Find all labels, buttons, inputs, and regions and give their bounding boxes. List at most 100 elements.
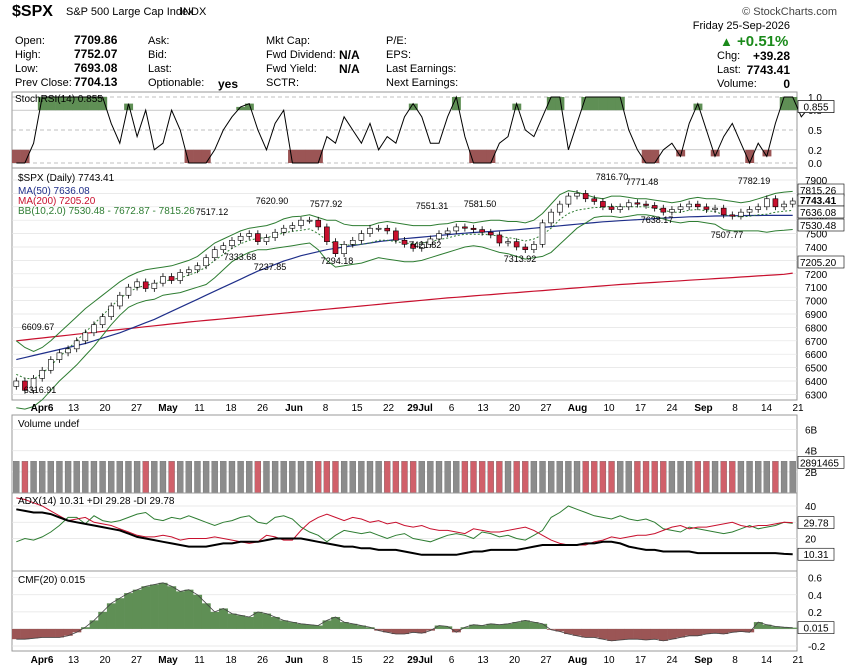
candle-body xyxy=(177,272,184,281)
cmf-positive-fill xyxy=(512,622,522,629)
price-x-tick: 18 xyxy=(225,403,237,414)
volume-bar xyxy=(392,461,400,494)
prev-close-value: 7704.13 xyxy=(74,75,118,89)
price-tick-label: 7200 xyxy=(805,270,828,281)
cmf-negative-fill xyxy=(693,628,703,636)
volume-bar xyxy=(82,461,89,494)
bottom-x-tick: 22 xyxy=(383,655,395,666)
candle-body xyxy=(539,222,546,245)
volume-bar xyxy=(142,461,149,494)
candle-body xyxy=(600,201,606,208)
cmf-positive-fill xyxy=(486,623,496,629)
candle-body xyxy=(772,198,779,208)
volume-bar xyxy=(608,461,615,494)
stochrsi-oversold-fill xyxy=(650,149,660,163)
volume-title: Volume undef xyxy=(18,419,79,430)
price-tick-label: 7100 xyxy=(805,283,828,294)
cmf-negative-fill xyxy=(555,628,565,632)
plus-di-line xyxy=(16,505,793,543)
stochrsi-oversold-fill xyxy=(12,149,21,163)
stochrsi-oversold-fill xyxy=(313,149,323,163)
candle-body xyxy=(91,324,97,334)
optionable-value: yes xyxy=(218,77,239,91)
candle-body xyxy=(315,219,322,228)
volume-bar xyxy=(539,461,546,494)
symbol-name: S&P 500 Large Cap Index xyxy=(66,6,194,18)
cmf-positive-fill xyxy=(365,627,375,629)
stochrsi-line xyxy=(16,95,811,165)
candle-body xyxy=(125,286,132,296)
fwd-dividend-label: Fwd Dividend: xyxy=(266,49,336,61)
cmf-positive-fill xyxy=(313,625,323,629)
stochrsi-overbought-fill xyxy=(693,103,703,111)
cmf-negative-fill xyxy=(667,628,677,640)
volume-bar xyxy=(737,461,745,494)
candle-body xyxy=(556,203,563,213)
candle-body xyxy=(643,203,649,206)
cmf-negative-fill xyxy=(658,628,668,641)
price-last-label: 7636.08 xyxy=(800,208,837,219)
cmf-negative-fill xyxy=(684,628,694,636)
cmf-positive-fill xyxy=(331,616,341,629)
stochrsi-oversold-fill xyxy=(184,149,194,163)
candle-body xyxy=(358,233,365,241)
eps-label: EPS: xyxy=(386,49,412,61)
stochrsi-last-label: 0.855 xyxy=(803,103,828,114)
candle-body xyxy=(479,229,485,233)
candle-body xyxy=(746,209,753,213)
high-label: High: xyxy=(15,49,41,61)
volume-bar xyxy=(349,461,356,494)
volume-bar xyxy=(21,461,29,494)
candle-body xyxy=(246,233,253,237)
candle-body xyxy=(168,276,175,281)
ma50-legend: MA(50) 7636.08 xyxy=(18,186,90,197)
stochrsi-oversold-fill xyxy=(676,149,686,157)
cmf-negative-fill xyxy=(745,628,755,633)
bottom-x-tick: 13 xyxy=(68,655,80,666)
price-annotation: 7517.12 xyxy=(196,207,229,217)
low-value: 7693.08 xyxy=(74,61,118,75)
fwd-yield-value: N/A xyxy=(339,62,360,76)
volume-bar xyxy=(530,461,538,494)
candle-body xyxy=(427,238,434,245)
candle-body xyxy=(332,241,339,254)
price-x-tick: 20 xyxy=(509,403,521,414)
stochrsi-oversold-fill xyxy=(486,149,496,163)
bb-upper-line xyxy=(15,190,793,353)
cmf-positive-fill xyxy=(141,586,151,629)
cmf-negative-fill xyxy=(564,628,574,635)
price-last-box xyxy=(797,205,845,219)
cmf-negative-fill xyxy=(374,628,384,631)
optionable-label: Optionable: xyxy=(148,77,205,89)
volume-bar xyxy=(427,461,434,494)
cmf-positive-fill xyxy=(167,586,177,629)
stockcharts-logo[interactable]: © StockCharts.com xyxy=(742,6,837,18)
price-x-tick: 10 xyxy=(603,403,615,414)
candle-body xyxy=(470,227,477,230)
volume-bar xyxy=(271,461,279,494)
cmf-tick-label: -0.2 xyxy=(808,642,826,653)
candle-body xyxy=(298,219,304,226)
candle-body xyxy=(186,269,192,273)
volume-bar xyxy=(660,461,667,494)
volume-bar xyxy=(668,461,676,494)
cmf-positive-fill xyxy=(305,624,315,629)
price-annotation: 7581.50 xyxy=(464,199,497,209)
cmf-positive-fill xyxy=(106,603,116,629)
volume-bar xyxy=(487,461,494,494)
cmf-negative-fill xyxy=(581,628,591,638)
candle-body xyxy=(142,281,149,289)
high-value: 7752.07 xyxy=(74,47,118,61)
volume-bar xyxy=(651,461,658,494)
bottom-x-tick: 24 xyxy=(666,655,678,666)
volume-bar xyxy=(47,461,54,494)
mkt-cap-label: Mkt Cap: xyxy=(266,35,311,47)
symbol: $SPX xyxy=(12,3,53,20)
stochrsi-last-box xyxy=(797,100,835,113)
bottom-x-tick: 20 xyxy=(99,655,111,666)
cmf-negative-fill xyxy=(589,628,599,638)
volume-bar xyxy=(522,461,529,494)
cmf-positive-fill xyxy=(503,623,513,629)
